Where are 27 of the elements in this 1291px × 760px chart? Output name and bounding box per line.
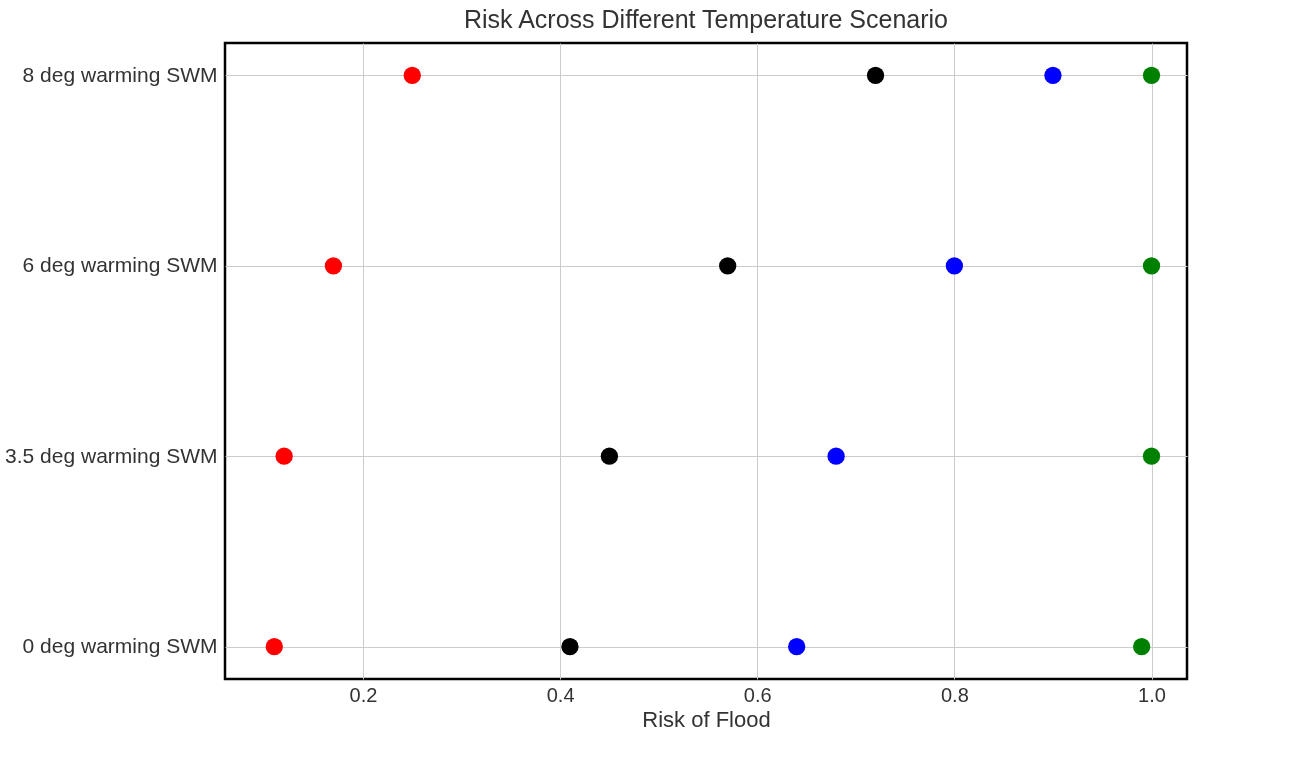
point: [561, 637, 579, 656]
y-tick-label: 0 deg warming SWM: [22, 634, 218, 658]
point: [1142, 257, 1161, 275]
point: [827, 447, 845, 465]
x-tick-label: 0.8: [940, 683, 969, 706]
point: [324, 257, 343, 275]
point: [265, 637, 283, 656]
x-axis-title: Risk of Flood: [642, 706, 771, 732]
x-tick-label: 0.6: [743, 683, 772, 706]
y-tick-label: 8 deg warming SWM: [22, 62, 218, 86]
point: [788, 637, 806, 656]
y-tick-label: 6 deg warming SWM: [22, 253, 218, 277]
x-tick-label: 0.4: [546, 683, 575, 706]
point: [945, 257, 964, 275]
point: [1142, 66, 1161, 85]
point: [275, 447, 293, 465]
point: [1044, 66, 1062, 85]
x-tick-label: 0.2: [349, 683, 378, 706]
y-tick-label: 3.5 deg warming SWM: [5, 443, 218, 467]
x-tick-label: 1.0: [1138, 683, 1166, 706]
point: [1133, 637, 1151, 656]
point: [1142, 447, 1161, 465]
point: [719, 257, 737, 275]
point: [600, 447, 619, 465]
point: [866, 66, 885, 85]
point: [403, 66, 421, 85]
chart-title: Risk Across Different Temperature Scenario: [463, 5, 949, 33]
